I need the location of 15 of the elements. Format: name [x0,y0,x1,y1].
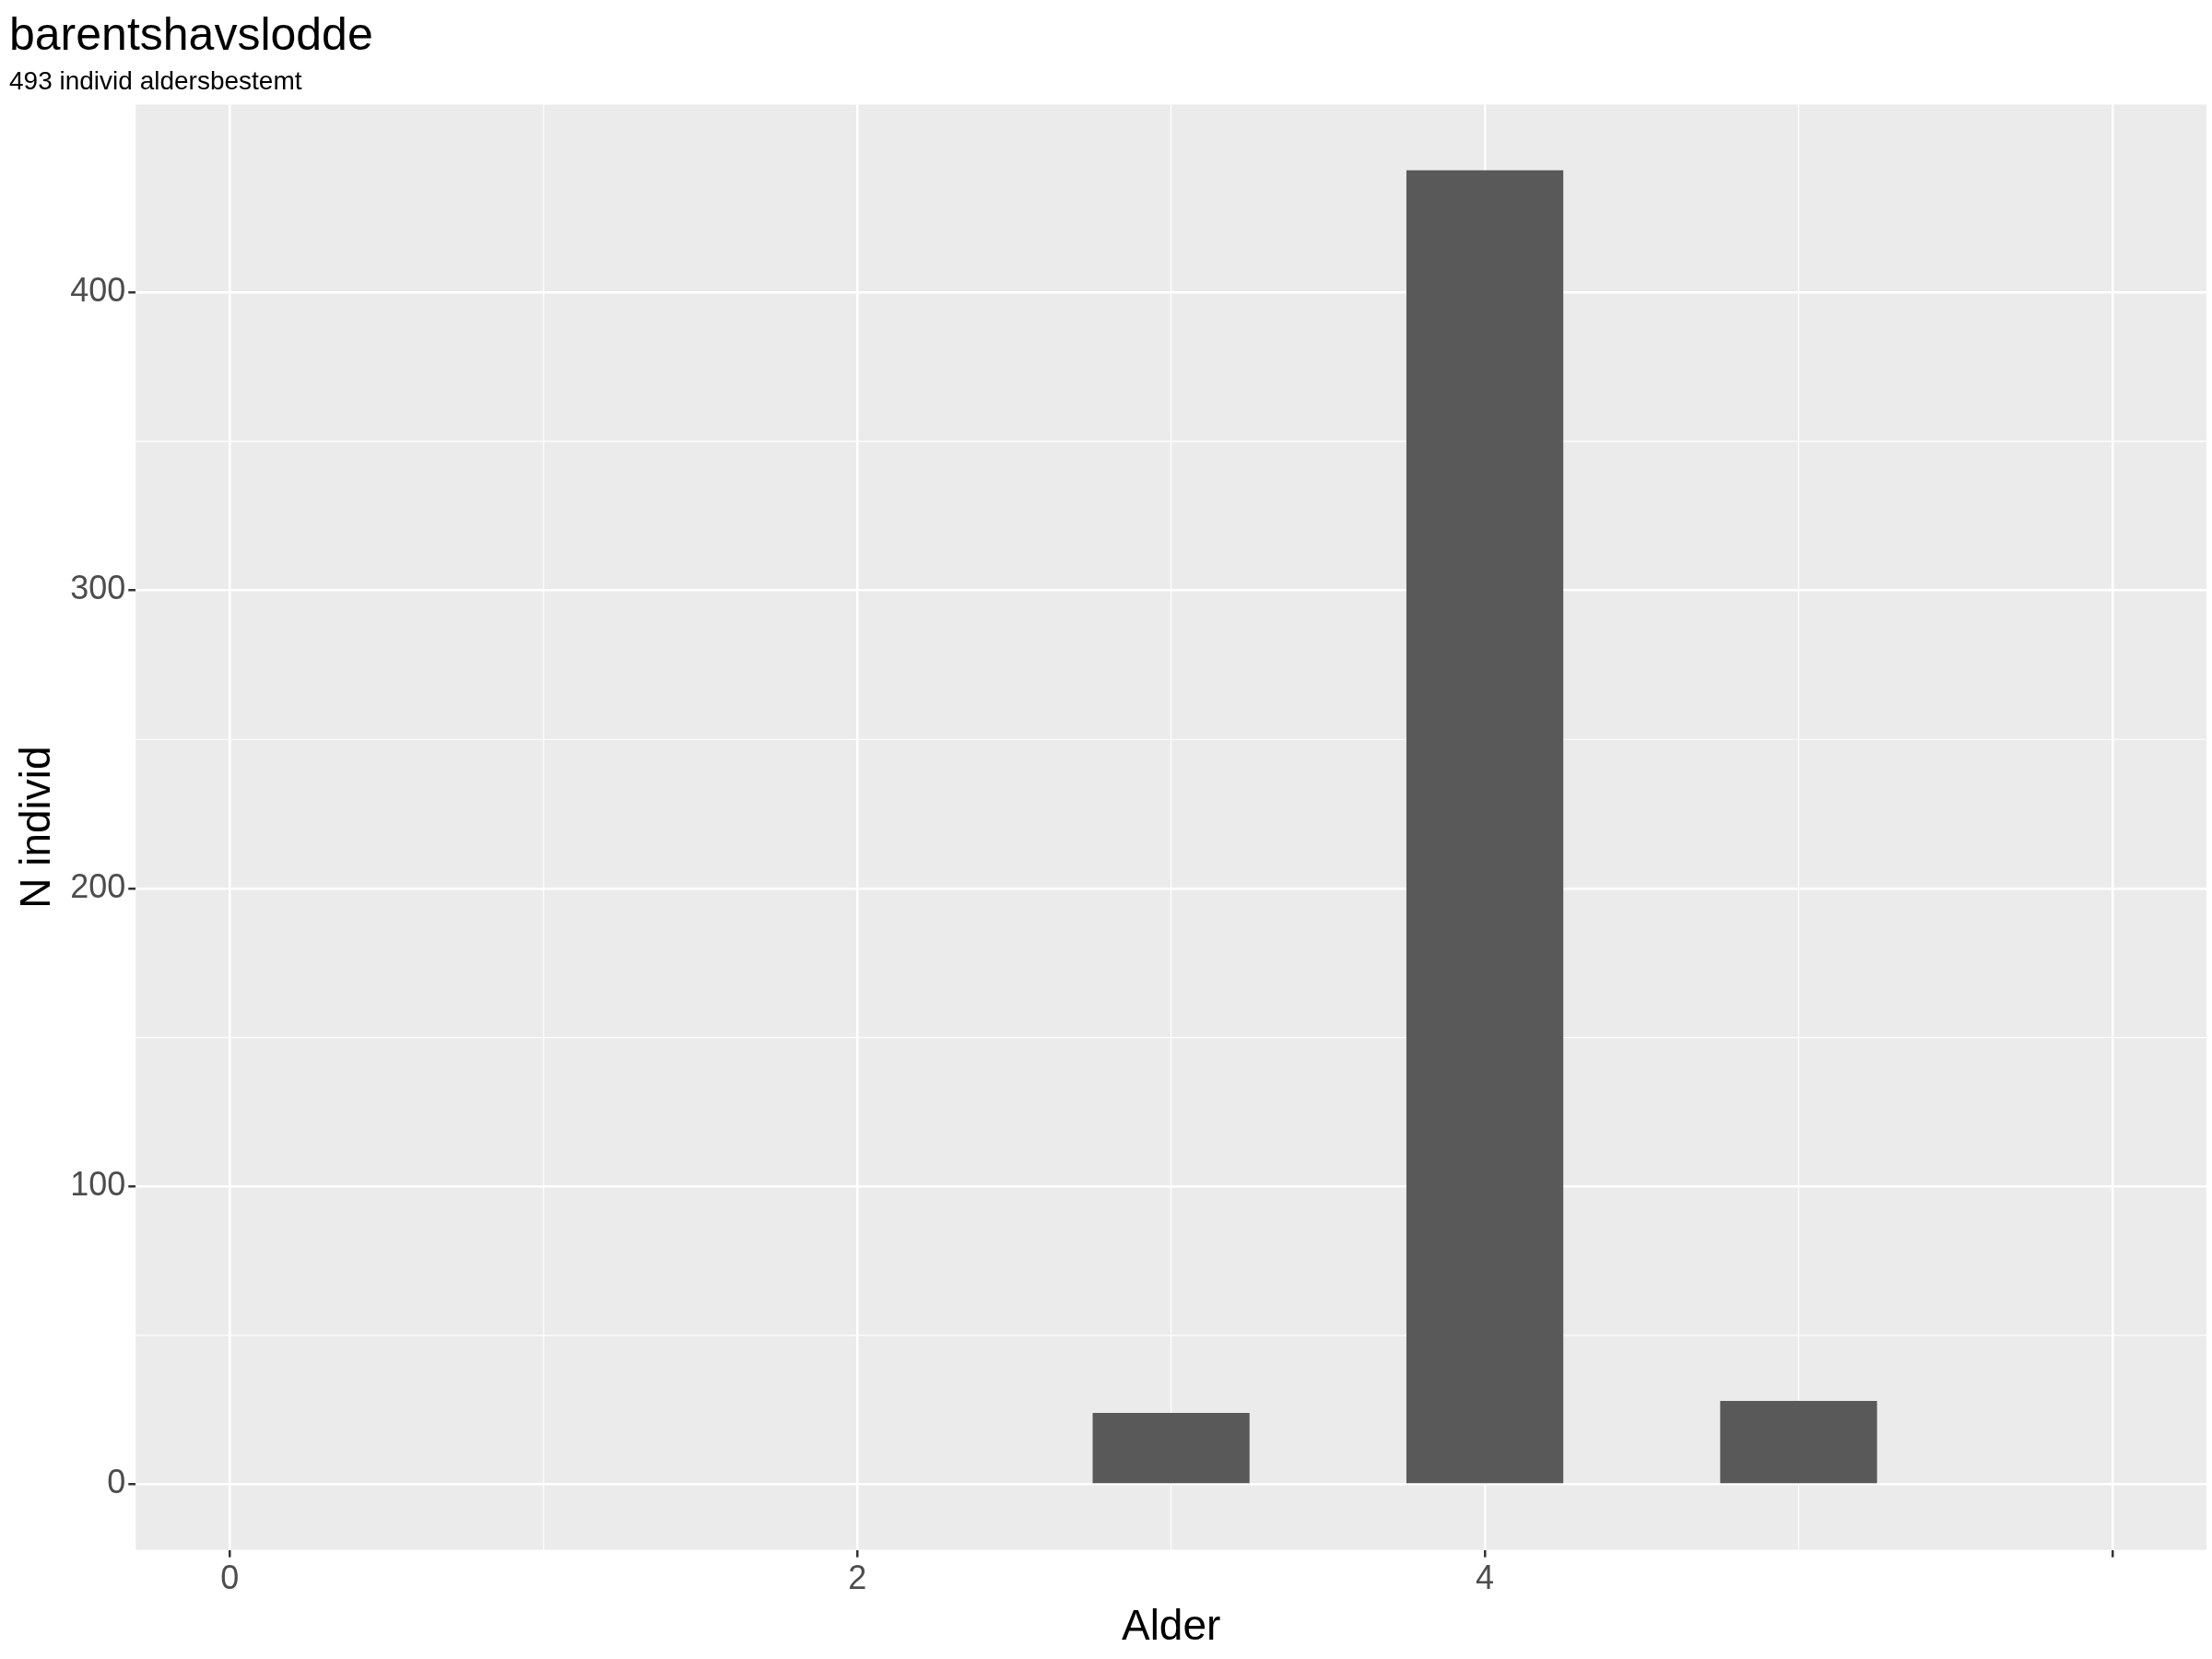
x-tick-label: 0 [220,1559,240,1597]
x-tick-label: 4 [1476,1559,1495,1597]
bar [1092,1412,1250,1484]
y-tick-label: 200 [70,866,126,905]
y-axis-title: N individ [11,746,60,909]
y-tick-label: 0 [107,1463,126,1501]
bar [1720,1400,1877,1484]
x-axis-title: Alder [1121,1601,1221,1650]
chart-title: barentshavslodde [9,7,373,60]
y-tick-label: 100 [70,1165,126,1204]
x-tick-label: 2 [848,1559,867,1597]
y-tick-label: 300 [70,569,126,607]
bar [1406,170,1564,1484]
y-tick-label: 400 [70,271,126,310]
chart-subtitle: 493 individ aldersbestemt [9,65,302,95]
